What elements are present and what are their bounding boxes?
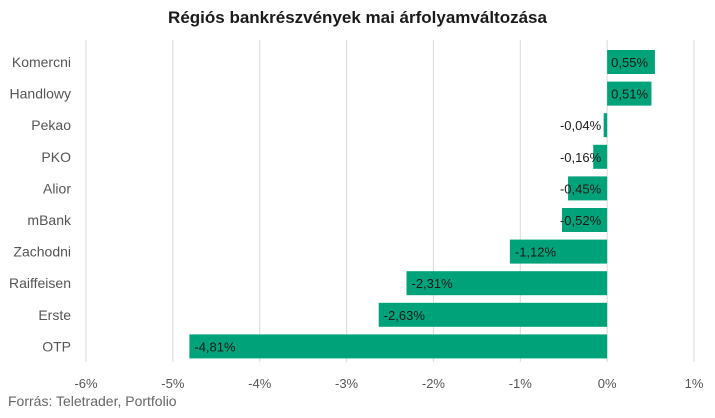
- x-tick-label: -3%: [335, 376, 359, 391]
- category-label: Raiffeisen: [9, 275, 71, 291]
- bar: [509, 239, 608, 264]
- value-label: 0,51%: [611, 87, 648, 102]
- category-label: Alior: [43, 180, 71, 196]
- value-label: -0,16%: [560, 150, 602, 165]
- value-label: -2,31%: [412, 276, 454, 291]
- category-label: Pekao: [31, 117, 71, 133]
- value-label: -2,63%: [384, 308, 426, 323]
- bar: [561, 208, 608, 232]
- category-label: Zachodni: [13, 244, 71, 260]
- bars: [189, 50, 655, 359]
- category-label: Komercni: [12, 54, 71, 70]
- x-tick-label: -5%: [161, 376, 185, 391]
- value-labels: 0,55% 0,51% -0,04% -0,16% -0,45% -0,52% -1,12%…: [194, 55, 648, 354]
- bar: [593, 144, 608, 169]
- bar: [406, 271, 608, 296]
- bar: [603, 113, 608, 138]
- bar: [378, 302, 608, 327]
- category-labels: Komercni Handlowy Pekao PKO Alior mBank Zachod…: [9, 54, 72, 354]
- x-axis-tick-labels: -6% -5% -4% -3% -2% -1% 0% 1%: [74, 376, 703, 391]
- category-label: Erste: [38, 307, 71, 323]
- x-tick-label: -4%: [248, 376, 272, 391]
- x-tick-label: 0%: [598, 376, 617, 391]
- category-label: PKO: [41, 149, 71, 165]
- value-label: -0,45%: [560, 181, 602, 196]
- value-label: -4,81%: [194, 339, 236, 354]
- source-note: Forrás: Teletrader, Portfolio: [8, 393, 177, 409]
- gridlines: [85, 40, 695, 362]
- value-label: -0,52%: [560, 213, 602, 228]
- bar: [607, 81, 652, 106]
- bar: [568, 176, 608, 201]
- bar: [189, 334, 608, 359]
- bar: [607, 50, 655, 74]
- x-tick-label: -6%: [74, 376, 98, 391]
- chart-title: Régiós bankrészvények mai árfolyamváltoz…: [168, 8, 547, 27]
- x-tick-label: -1%: [509, 376, 533, 391]
- x-tick-label: -2%: [422, 376, 446, 391]
- value-label: -0,04%: [560, 118, 602, 133]
- category-label: OTP: [42, 338, 71, 354]
- value-label: 0,55%: [611, 55, 648, 70]
- category-label: mBank: [27, 212, 72, 228]
- x-tick-label: 1%: [685, 376, 704, 391]
- value-label: -1,12%: [515, 245, 557, 260]
- category-label: Handlowy: [10, 86, 71, 102]
